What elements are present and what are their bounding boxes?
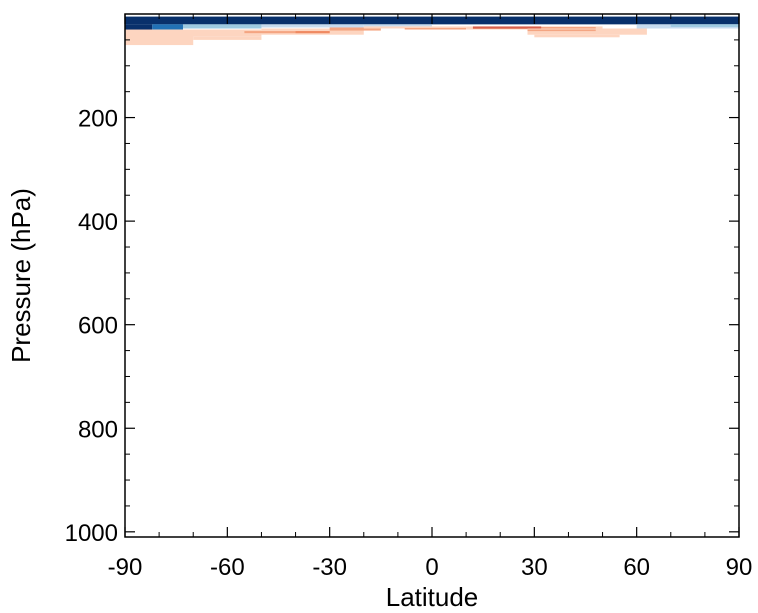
heatmap-cell <box>329 27 381 31</box>
x-axis-title: Latitude <box>386 582 479 612</box>
heatmap-cell <box>125 29 262 37</box>
heatmap-cell <box>295 31 330 34</box>
y-tick-label: 600 <box>78 313 118 340</box>
heatmap-cell <box>472 26 542 29</box>
heatmap-cell <box>152 24 183 30</box>
x-tick-label: -30 <box>312 554 347 581</box>
heatmap-cell <box>244 31 330 34</box>
heatmap-cell <box>125 24 153 33</box>
y-axis-title: Pressure (hPa) <box>6 188 36 363</box>
x-tick-label: 30 <box>521 554 548 581</box>
x-tick-label: 0 <box>425 554 438 581</box>
x-tick-label: 60 <box>623 554 650 581</box>
x-tick-label: -60 <box>210 554 245 581</box>
heatmap-cell <box>363 24 432 27</box>
y-tick-label: 200 <box>78 106 118 133</box>
heatmap-cell <box>404 27 467 30</box>
x-tick-label: -90 <box>108 554 143 581</box>
y-tick-label: 400 <box>78 209 118 236</box>
tick-labels: -90 -60 -30 0 30 60 90 200 400 600 800 1000 <box>65 106 753 581</box>
heatmap-cell <box>182 24 262 29</box>
heatmap-cell <box>363 26 467 29</box>
axis-ticks <box>124 14 740 537</box>
y-tick-label: 1000 <box>65 520 118 547</box>
heatmap-cell <box>527 28 647 35</box>
y-tick-label: 800 <box>78 416 118 443</box>
heatmap-cell <box>670 24 739 27</box>
heatmap-cell <box>534 34 620 38</box>
x-tick-label: 90 <box>726 554 753 581</box>
heatmap-cell <box>527 29 596 32</box>
heatmap-cell <box>261 24 364 28</box>
heatmap-cell <box>193 36 262 40</box>
